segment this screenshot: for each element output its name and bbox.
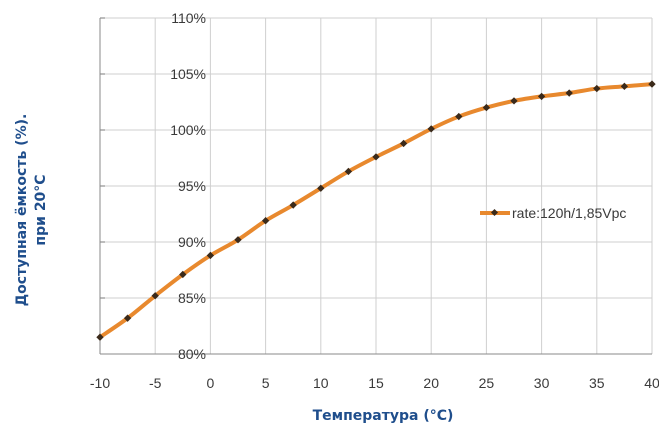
y-axis-title-line2: при 20°C [33, 174, 49, 245]
x-tick-label: 30 [534, 375, 550, 391]
x-tick-label: 40 [644, 375, 659, 391]
data-point [399, 139, 408, 148]
legend: rate:120h/1,85Vpc [480, 205, 626, 221]
x-tick-label: 20 [423, 375, 439, 391]
data-point [96, 333, 104, 341]
data-point [372, 153, 380, 161]
x-tick-label: -5 [149, 375, 162, 391]
y-tick-label: 85% [178, 290, 206, 306]
x-tick-label: 10 [313, 375, 329, 391]
data-point [261, 217, 270, 225]
y-tick-label: 110% [171, 10, 206, 26]
data-point [206, 251, 215, 260]
y-tick-label: 95% [178, 178, 206, 194]
grid-lines [99, 17, 653, 355]
y-tick-label: 105% [170, 66, 206, 82]
x-axis-title: Температура (°C) [313, 408, 454, 424]
data-point [344, 167, 353, 176]
axes [99, 17, 652, 355]
x-tick-label: 15 [368, 375, 384, 391]
x-tick-label: 0 [207, 375, 215, 391]
data-point [427, 125, 435, 133]
data-point [593, 84, 601, 93]
y-tick-label: 80% [178, 346, 206, 362]
y-tick-label: 100% [170, 122, 206, 138]
y-tick-labels: 80% 85% 90% 95% 100% 105% 110% [170, 10, 206, 362]
y-axis-title-line1: Доступная ёмкость (%). [14, 114, 30, 307]
x-tick-label: 25 [479, 375, 495, 391]
legend-label: rate:120h/1,85Vpc [512, 205, 626, 221]
x-tick-labels: -10 -5 0 5 10 15 20 25 30 35 40 [90, 375, 659, 391]
x-tick-label: 5 [262, 375, 270, 391]
data-point [123, 314, 132, 322]
legend-marker [490, 208, 499, 217]
data-point [620, 82, 629, 90]
x-tick-label: 35 [589, 375, 605, 391]
data-point [565, 89, 573, 97]
series-group [96, 80, 656, 341]
x-tick-label: -10 [90, 375, 110, 391]
data-point [151, 292, 159, 300]
data-point [648, 80, 656, 88]
data-point [179, 270, 187, 279]
data-point [482, 103, 491, 112]
y-tick-label: 90% [178, 234, 206, 250]
data-point [537, 92, 546, 101]
